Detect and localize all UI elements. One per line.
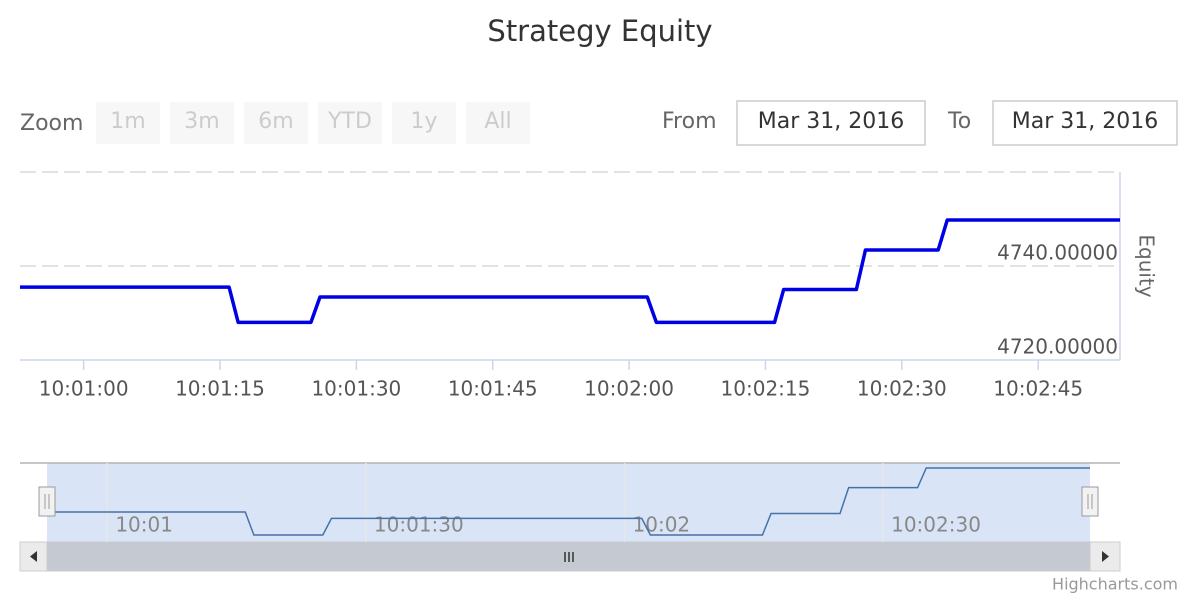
zoom-label: Zoom [20,111,83,136]
scroll-left-arrow [30,551,37,562]
credits: Highcharts.com [1052,575,1178,594]
x-tick-label: 10:02:15 [721,377,811,401]
x-tick-label: 10:02:00 [584,377,674,401]
navigator-handle[interactable] [38,486,56,517]
zoom-button[interactable] [318,102,382,144]
navigator-mask[interactable] [47,463,1090,542]
to-label: To [947,109,971,134]
to-date: Mar 31, 2016 [1012,109,1158,134]
zoom-button-label: 3m [184,109,219,134]
x-tick-label: 10:01:30 [311,377,401,401]
navigator-tick-label: 10:02:30 [891,513,981,537]
x-tick-label: 10:01:00 [39,377,129,401]
zoom-button-label: 1m [110,109,145,134]
zoom-button[interactable] [466,102,530,144]
navigator-handle[interactable] [1081,486,1099,517]
navigator-line [47,467,1090,536]
navigator-tick-label: 10:01:30 [374,513,464,537]
chart-title: Strategy Equity [487,14,712,48]
zoom-button-label: 6m [258,109,293,134]
from-label: From [662,109,717,134]
to-input[interactable] [992,100,1178,146]
zoom-button-label: All [484,109,511,134]
series-line [20,218,1120,325]
from-input[interactable] [736,100,926,146]
zoom-button-label: YTD [327,109,372,134]
navigator-tick-label: 10:02 [633,513,691,537]
y-tick-label: 4720.00000 [997,335,1118,359]
navigator-bg [20,463,1120,542]
x-tick-label: 10:02:30 [857,377,947,401]
zoom-button-label: 1y [410,109,437,134]
navigator-tick-label: 10:01 [115,513,173,537]
x-tick-label: 10:01:15 [175,377,265,401]
x-tick-label: 10:01:45 [448,377,538,401]
y-axis-title: Equity [1135,234,1159,297]
zoom-button[interactable] [244,102,308,144]
scroll-right-arrow [1102,551,1109,562]
y-tick-label: 4740.00000 [997,241,1118,265]
zoom-button[interactable] [170,102,234,144]
zoom-button[interactable] [392,102,456,144]
x-tick-label: 10:02:45 [993,377,1083,401]
scrollbar-grip [564,552,574,562]
zoom-button[interactable] [96,102,160,144]
from-date: Mar 31, 2016 [758,109,904,134]
